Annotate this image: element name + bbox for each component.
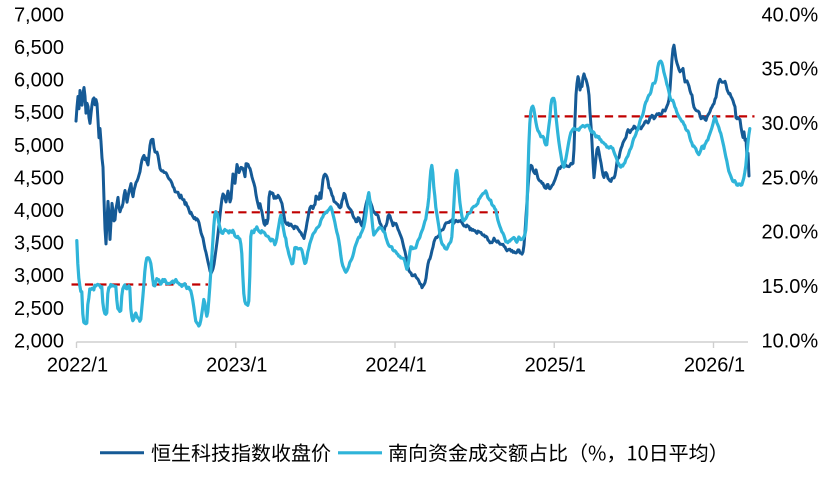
svg-text:20.0%: 20.0%	[762, 222, 819, 244]
svg-text:2026/1: 2026/1	[684, 355, 745, 377]
svg-text:2022/1: 2022/1	[47, 355, 108, 377]
svg-text:6,500: 6,500	[14, 37, 64, 59]
svg-text:5,000: 5,000	[14, 135, 64, 157]
svg-text:10.0%: 10.0%	[762, 330, 819, 352]
svg-text:30.0%: 30.0%	[762, 113, 819, 135]
svg-text:2,500: 2,500	[14, 298, 64, 320]
svg-text:5,500: 5,500	[14, 102, 64, 124]
svg-text:7,000: 7,000	[14, 4, 64, 26]
svg-text:2025/1: 2025/1	[525, 355, 586, 377]
svg-text:35.0%: 35.0%	[762, 59, 819, 81]
svg-text:4,000: 4,000	[14, 200, 64, 222]
svg-text:3,500: 3,500	[14, 233, 64, 255]
svg-text:15.0%: 15.0%	[762, 276, 819, 298]
svg-text:6,000: 6,000	[14, 70, 64, 92]
svg-text:2024/1: 2024/1	[365, 355, 426, 377]
svg-text:2023/1: 2023/1	[206, 355, 267, 377]
svg-text:3,000: 3,000	[14, 265, 64, 287]
svg-text:25.0%: 25.0%	[762, 167, 819, 189]
svg-text:2,000: 2,000	[14, 330, 64, 352]
svg-text:4,500: 4,500	[14, 167, 64, 189]
svg-text:40.0%: 40.0%	[762, 4, 819, 26]
